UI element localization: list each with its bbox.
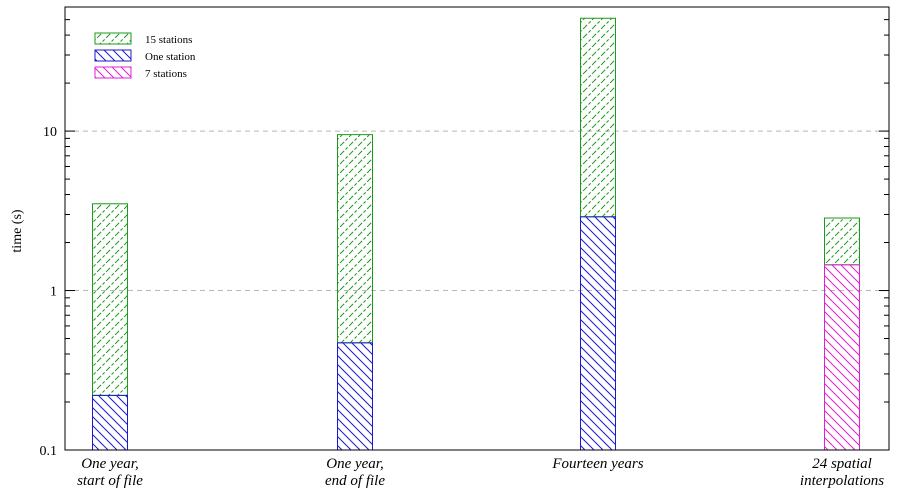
bar-segment-upper — [337, 134, 373, 344]
bar-segment-upper — [92, 203, 128, 396]
legend-swatch — [94, 49, 132, 62]
x-category-label: 24 spatial interpolations — [800, 456, 884, 489]
x-category-label: Fourteen years — [551, 456, 643, 472]
bar-segment-upper — [824, 217, 860, 266]
legend: 15 stations One station 7 stations — [94, 32, 196, 80]
bar-segment-lower — [337, 342, 373, 451]
bar-segment-upper — [580, 17, 616, 218]
legend-swatch — [94, 66, 132, 79]
y-axis-label: time (s) — [10, 209, 25, 252]
legend-label: 15 stations — [145, 34, 192, 46]
legend-swatch — [94, 32, 132, 45]
x-category-labels: One year, start of file One year, end of fi… — [77, 456, 884, 489]
x-category-label: One year, start of file — [77, 456, 143, 489]
grid-lines — [65, 130, 889, 292]
bar-segment-lower — [824, 264, 860, 451]
legend-label: 7 stations — [145, 68, 187, 80]
bar-segment-lower — [580, 216, 616, 451]
bar-segment-lower — [92, 394, 128, 451]
legend-label: One station — [145, 51, 196, 63]
plot-frame — [64, 6, 890, 451]
y-tick-label: 10 — [43, 125, 57, 140]
y-tick-labels: 0.1 1 10 — [40, 125, 58, 459]
y-axis-ticks — [65, 6, 889, 451]
y-tick-label: 1 — [50, 285, 57, 300]
x-category-label: One year, end of file — [325, 456, 385, 489]
bars-layer — [92, 17, 860, 451]
y-tick-label: 0.1 — [40, 444, 58, 459]
